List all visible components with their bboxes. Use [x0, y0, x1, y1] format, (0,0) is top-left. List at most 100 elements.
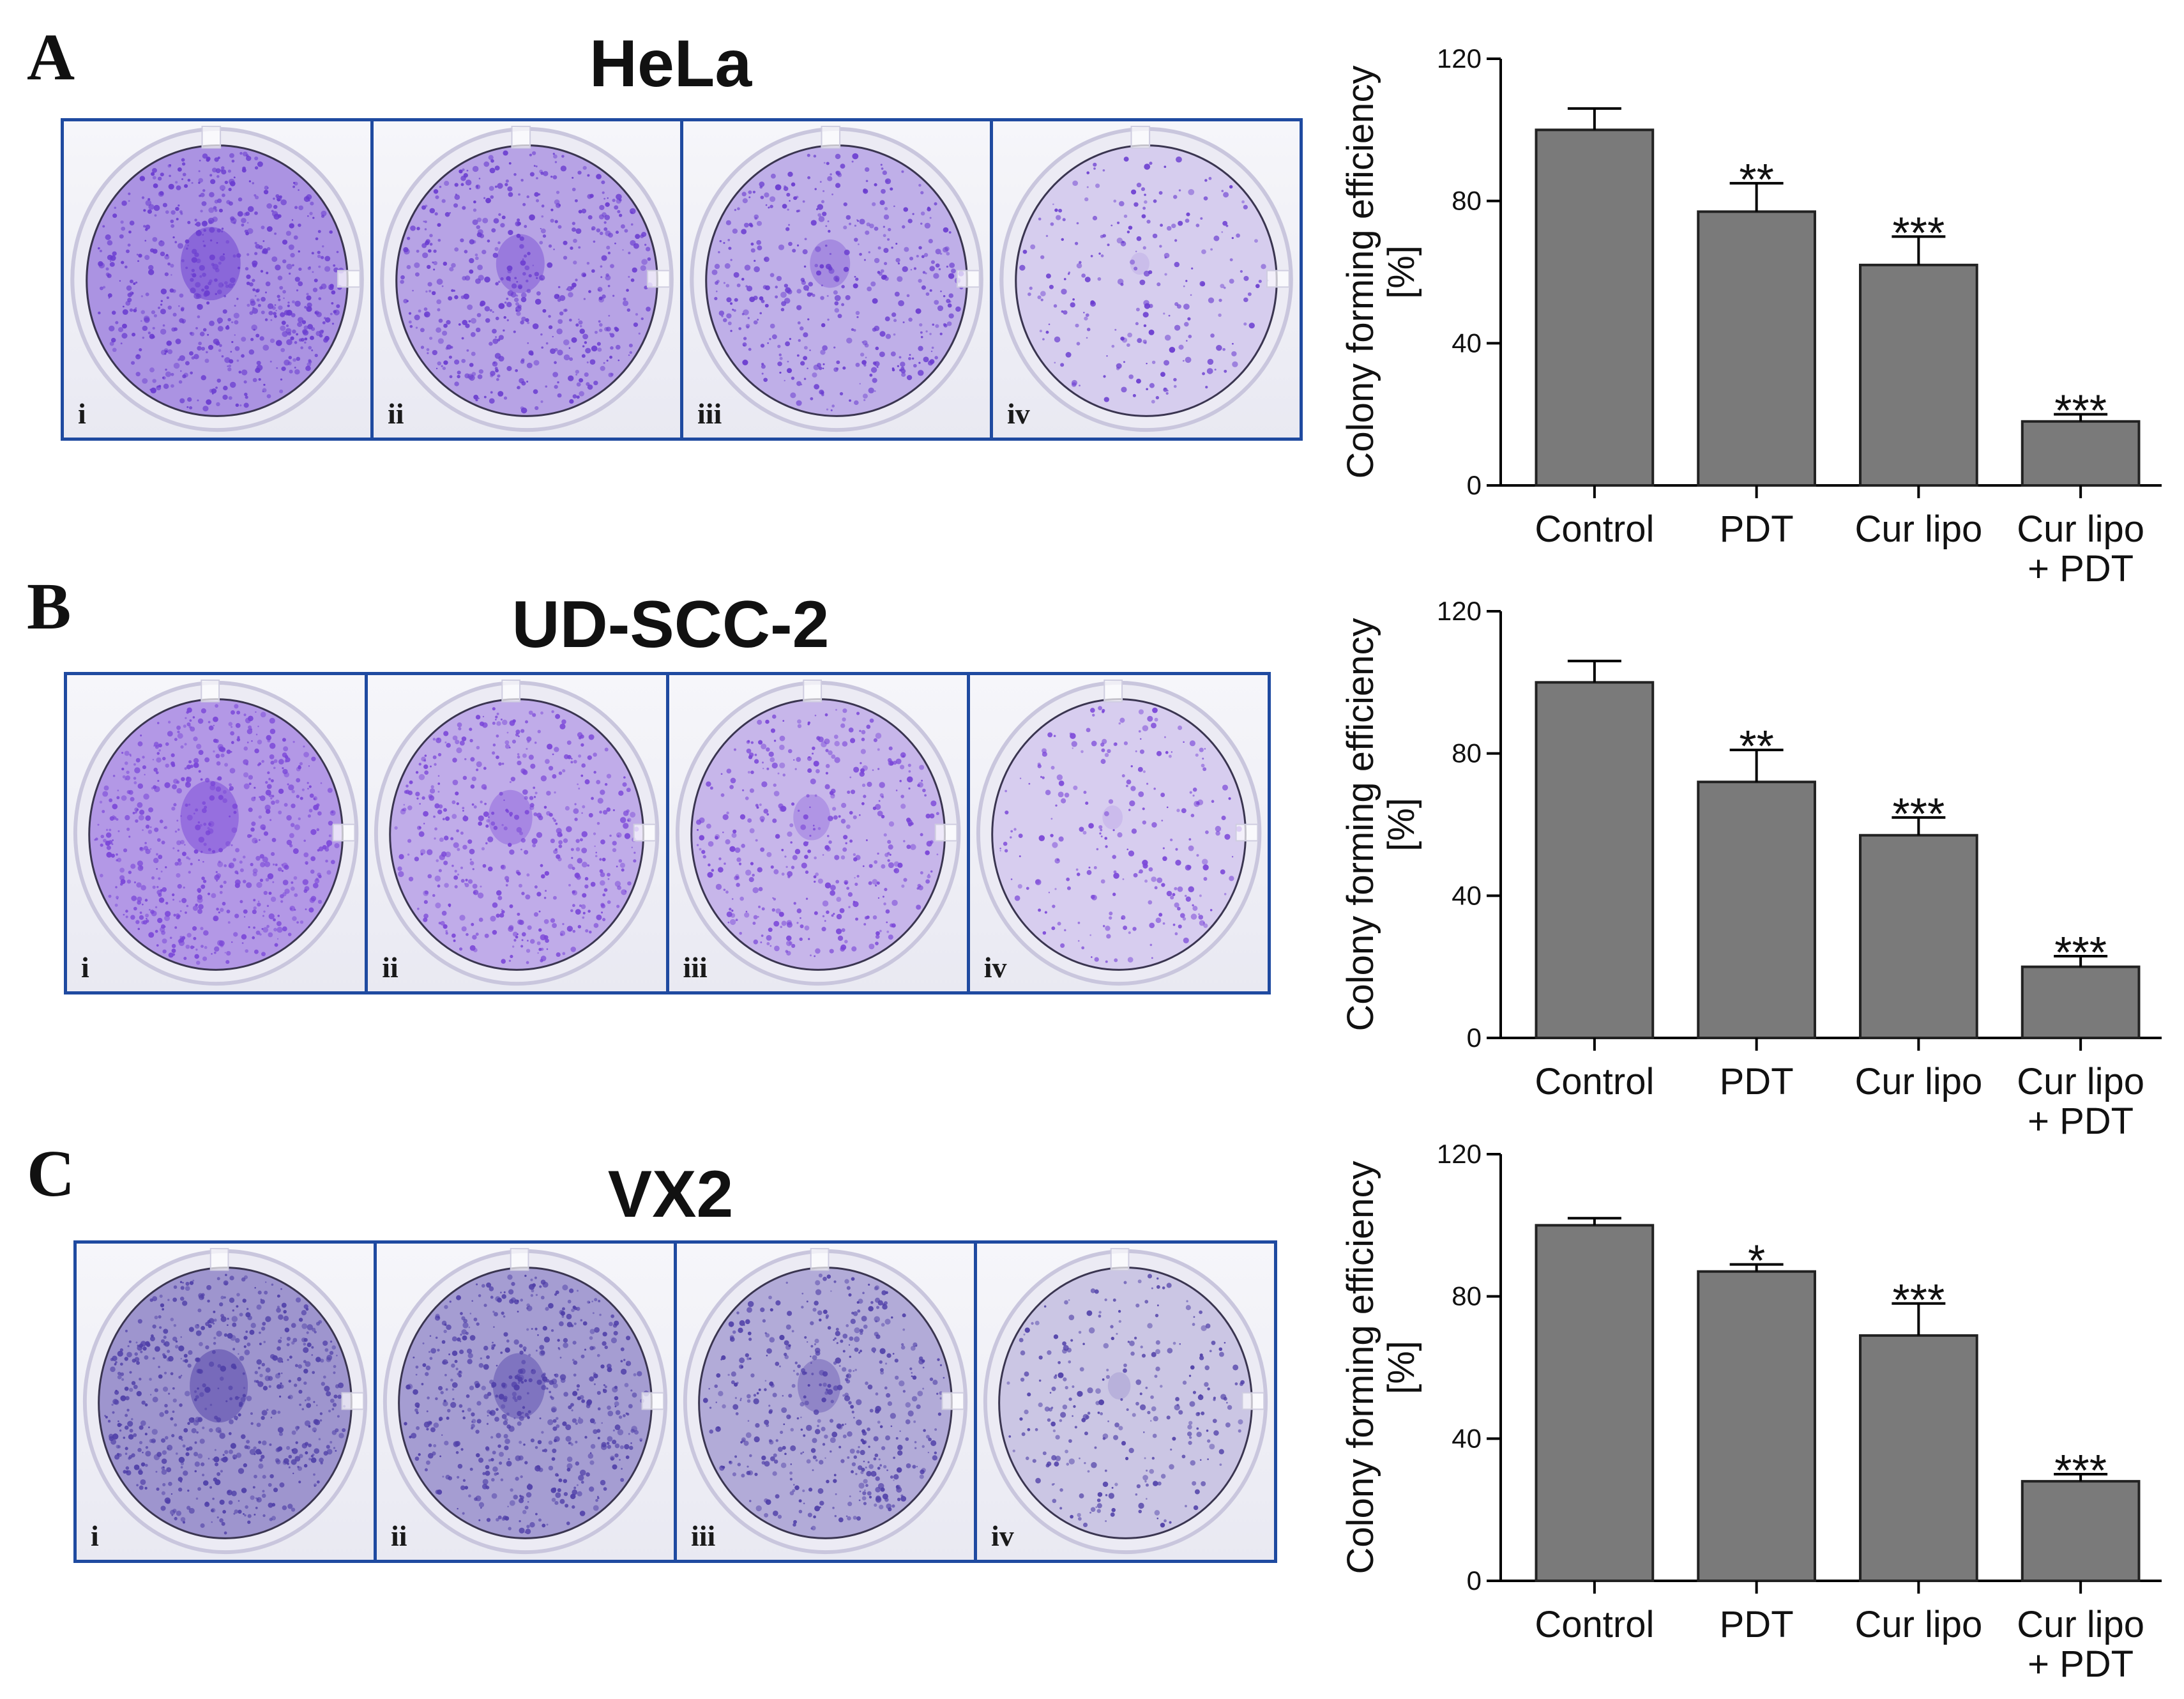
x-tick-label: Cur lipo	[1854, 508, 1982, 550]
significance-label: ***	[2054, 1445, 2107, 1495]
significance-label: ***	[1893, 1275, 1945, 1325]
x-tick-label: Cur lipo	[2017, 1061, 2144, 1102]
y-tick-label: 80	[1452, 738, 1482, 768]
well-strip-c: i ii iii iv	[73, 1240, 1277, 1563]
well-image: iv	[977, 1244, 1274, 1560]
well-image: iv	[969, 675, 1268, 991]
y-axis-label: Colony forming efficiency [%]	[1340, 1161, 1422, 1574]
x-tick-label: Cur lipo	[1854, 1604, 1982, 1645]
culture-dish	[983, 1247, 1268, 1555]
panel-letter-b: B	[27, 570, 72, 643]
well-image: i	[77, 1244, 377, 1560]
well-image: i	[64, 121, 374, 438]
bar	[1859, 834, 1978, 1039]
y-axis-label-line: [%]	[1381, 798, 1422, 851]
bar	[1697, 210, 1816, 487]
bar	[1535, 681, 1655, 1040]
well-image: ii	[374, 121, 683, 438]
bar	[1535, 128, 1655, 487]
well-image: i	[67, 675, 368, 991]
x-tick-label: Cur lipo	[1854, 1061, 1982, 1102]
x-tick-label: Control	[1535, 1604, 1654, 1645]
bar	[2021, 1480, 2141, 1583]
bar	[2021, 965, 2141, 1040]
significance-label: *	[1748, 1236, 1765, 1286]
panel-letter-a: A	[27, 20, 75, 94]
bar-chart-b: Colony forming efficiency [%] 0 40 80 120 Cont…	[1340, 596, 2162, 1142]
significance-label: **	[1739, 721, 1773, 771]
well-label: iii	[697, 397, 722, 430]
well-label: ii	[382, 951, 398, 984]
bar	[1697, 781, 1816, 1039]
y-axis-label-line: Colony forming efficiency	[1340, 1161, 1381, 1574]
y-tick-label: 0	[1467, 470, 1482, 500]
significance-label: ***	[2054, 927, 2107, 977]
well-label: iv	[1007, 397, 1030, 430]
well-image: iii	[683, 121, 993, 438]
y-tick-label: 120	[1437, 596, 1482, 626]
well-label: iv	[991, 1520, 1014, 1552]
bar	[1697, 1270, 1816, 1582]
culture-dish	[683, 1247, 968, 1555]
cell-line-title-c: VX2	[607, 1157, 734, 1231]
culture-dish	[73, 679, 359, 986]
bar	[1859, 1334, 1978, 1582]
y-axis-label-line: Colony forming efficiency	[1340, 66, 1381, 479]
y-axis-label: Colony forming efficiency [%]	[1340, 618, 1422, 1032]
y-axis-label-line: [%]	[1381, 245, 1422, 299]
x-tick-label: PDT	[1720, 508, 1794, 550]
bar-chart-a: Colony forming efficiency [%] 0 40 80 120 Cont…	[1340, 43, 2162, 590]
culture-dish	[380, 125, 674, 432]
well-image: ii	[377, 1244, 677, 1560]
well-label: iii	[683, 951, 708, 984]
significance-label: ***	[1893, 208, 1945, 257]
well-label: i	[78, 397, 86, 430]
y-axis-label-line: Colony forming efficiency	[1340, 618, 1381, 1032]
well-label: ii	[388, 397, 404, 430]
well-image: iii	[677, 1244, 977, 1560]
bar	[2021, 420, 2141, 487]
culture-dish	[70, 125, 364, 432]
well-label: ii	[391, 1520, 407, 1552]
cell-line-title-b: UD-SCC-2	[512, 588, 830, 662]
x-tick-label: Cur lipo	[2017, 508, 2144, 550]
x-tick-label: PDT	[1720, 1061, 1794, 1102]
culture-dish	[999, 125, 1293, 432]
y-tick-label: 80	[1452, 186, 1482, 216]
well-image: iii	[669, 675, 970, 991]
x-tick-label: + PDT	[2028, 1101, 2134, 1142]
bar-chart-c: Colony forming efficiency [%] 0 40 80 120 Cont…	[1340, 1139, 2162, 1685]
x-tick-label: Cur lipo	[2017, 1604, 2144, 1645]
culture-dish	[976, 679, 1262, 986]
y-tick-label: 120	[1437, 43, 1482, 73]
y-tick-label: 40	[1452, 880, 1482, 910]
significance-label: ***	[1893, 789, 1945, 839]
well-label: iv	[983, 951, 1007, 984]
culture-dish	[383, 1247, 668, 1555]
x-tick-label: + PDT	[2028, 1643, 2134, 1685]
y-tick-label: 80	[1452, 1281, 1482, 1311]
x-tick-label: Control	[1535, 1061, 1654, 1102]
y-axis-label-line: [%]	[1381, 1341, 1422, 1394]
culture-dish	[82, 1247, 368, 1555]
significance-label: ***	[2054, 386, 2107, 436]
well-strip-a: i ii iii iv	[61, 118, 1303, 441]
well-strip-b: i ii iii iv	[64, 672, 1271, 994]
x-tick-label: + PDT	[2028, 548, 2134, 590]
culture-dish	[690, 125, 983, 432]
y-tick-label: 0	[1467, 1023, 1482, 1053]
x-tick-label: PDT	[1720, 1604, 1794, 1645]
y-axis-label: Colony forming efficiency [%]	[1340, 66, 1422, 479]
well-image: iv	[993, 121, 1300, 438]
y-tick-label: 0	[1467, 1566, 1482, 1596]
cell-line-title-a: HeLa	[589, 27, 752, 101]
x-tick-label: Control	[1535, 508, 1654, 550]
y-tick-label: 40	[1452, 328, 1482, 358]
bar	[1535, 1224, 1655, 1583]
well-image: ii	[368, 675, 669, 991]
y-tick-label: 40	[1452, 1423, 1482, 1453]
panel-letter-c: C	[27, 1137, 75, 1210]
well-label: i	[91, 1520, 99, 1552]
culture-dish	[675, 679, 960, 986]
culture-dish	[374, 679, 660, 986]
